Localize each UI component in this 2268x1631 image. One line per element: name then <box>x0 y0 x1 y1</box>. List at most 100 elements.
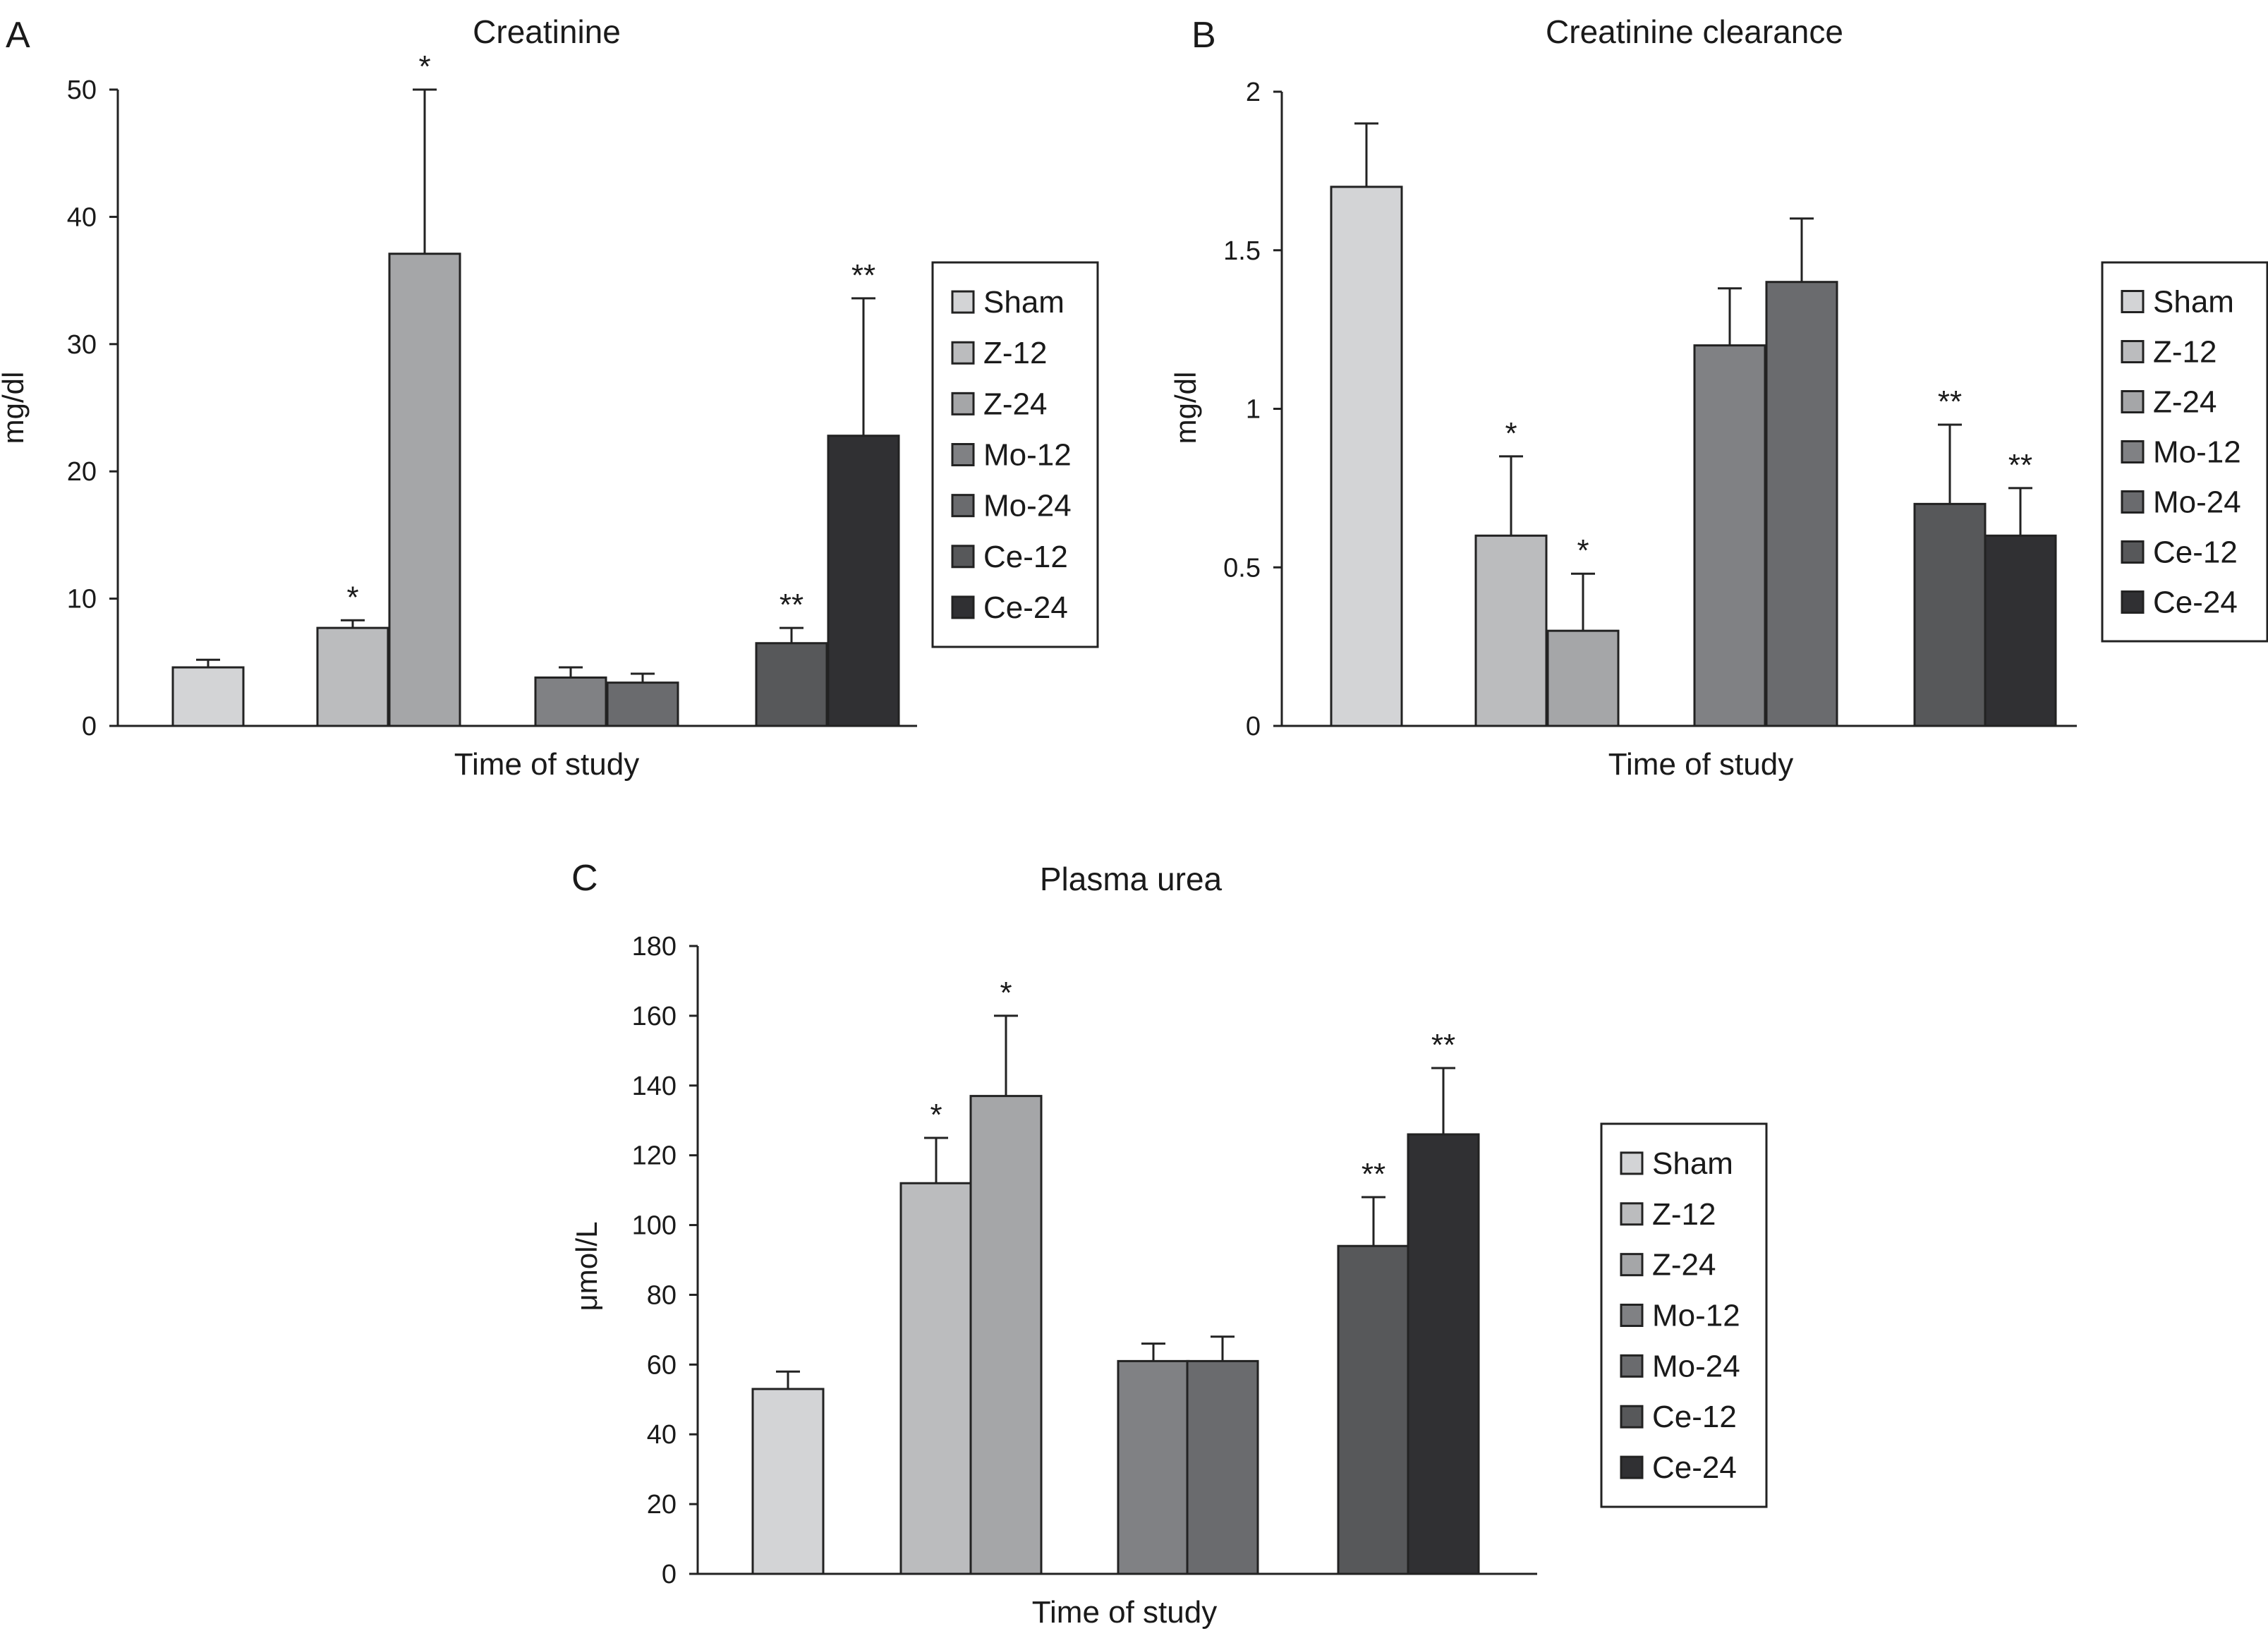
y-tick-label: 0 <box>662 1560 677 1589</box>
y-tick-label: 0 <box>82 712 97 741</box>
y-tick-label: 1 <box>1246 395 1261 425</box>
panel-b: B Creatinine clearance 0 0.5 1 1.5 2 Time of st… <box>1169 13 2268 782</box>
legend-label: Ce-24 <box>1652 1450 1737 1485</box>
bar <box>1407 1133 1480 1575</box>
chart-title: Creatinine clearance <box>1546 13 1843 50</box>
legend-swatch <box>1620 1202 1644 1226</box>
legend-swatch <box>951 494 975 518</box>
bar <box>1693 344 1766 727</box>
legend-label: Z-12 <box>2153 335 2217 370</box>
legend-label: Z-24 <box>983 387 1047 421</box>
significance-marker: * <box>930 1098 942 1132</box>
legend-swatch <box>951 290 975 314</box>
y-tick-label: 1.5 <box>1223 236 1261 266</box>
legend-label: Sham <box>2153 285 2234 320</box>
legend-swatch <box>951 595 975 619</box>
bar <box>827 435 900 727</box>
bar <box>899 1182 973 1575</box>
legend-swatch <box>1620 1354 1644 1378</box>
legend-label: Ce-12 <box>983 540 1068 574</box>
legend-label: Mo-24 <box>1652 1349 1740 1383</box>
significance-marker: ** <box>1362 1157 1385 1192</box>
y-tick-label: 160 <box>632 1002 677 1031</box>
bar <box>171 666 245 727</box>
x-axis-label: Time of study <box>454 747 639 782</box>
significance-marker: ** <box>2008 448 2032 483</box>
x-axis-label: Time of study <box>1032 1595 1217 1630</box>
bar <box>1337 1244 1410 1575</box>
y-tick-label: 60 <box>647 1350 677 1380</box>
significance-marker: ** <box>851 258 875 293</box>
legend-label: Mo-12 <box>2153 435 2241 470</box>
significance-marker: * <box>1505 416 1517 451</box>
bar <box>751 1388 825 1575</box>
bar <box>316 626 389 727</box>
panel-label: B <box>1191 15 1216 56</box>
legend-swatch <box>2121 590 2145 614</box>
bar <box>1765 281 1838 727</box>
bar <box>1186 1359 1259 1575</box>
significance-marker: * <box>1000 976 1012 1010</box>
y-tick-label: 40 <box>647 1420 677 1450</box>
legend-label: Z-12 <box>1652 1197 1716 1232</box>
legend-swatch <box>2121 490 2145 514</box>
significance-marker: ** <box>1938 384 1962 419</box>
bar <box>1913 502 1987 727</box>
significance-marker: * <box>418 49 430 84</box>
bar <box>969 1095 1043 1575</box>
legend-label: Mo-12 <box>1652 1299 1740 1333</box>
y-tick-label: 100 <box>632 1211 677 1241</box>
legend-swatch <box>2121 540 2145 564</box>
y-axis-label: μmol/L <box>570 1222 603 1311</box>
chart-title: Creatinine <box>473 13 621 50</box>
y-tick-label: 20 <box>67 457 97 487</box>
panel-c: C Plasma urea 0 20 40 60 80 100 120 140 160 180 Time… <box>570 858 1768 1630</box>
x-axis-label: Time of study <box>1608 747 1793 782</box>
legend-label: Z-24 <box>2153 385 2217 420</box>
bar <box>1984 534 2057 727</box>
legend-label: Ce-24 <box>2153 586 2238 620</box>
y-tick-label: 30 <box>67 330 97 360</box>
bar <box>534 676 607 727</box>
significance-marker: * <box>346 580 358 614</box>
y-tick-label: 2 <box>1246 78 1261 107</box>
y-tick-label: 0 <box>1246 712 1261 741</box>
bar <box>1474 534 1548 727</box>
legend-label: Z-24 <box>1652 1248 1716 1283</box>
y-tick-label: 20 <box>647 1490 677 1520</box>
panel-label: A <box>6 15 30 56</box>
y-axis-label: mg/dl <box>0 372 30 444</box>
legend-label: Ce-12 <box>2153 535 2238 570</box>
panel-a: A Creatinine 0 10 20 30 40 50 Time of study mg/dl… <box>0 13 1099 782</box>
legend-swatch <box>1620 1151 1644 1175</box>
panel-label: C <box>571 858 598 899</box>
legend-label: Mo-12 <box>983 438 1072 473</box>
legend-swatch <box>2121 390 2145 413</box>
legend-swatch <box>951 392 975 416</box>
legend-swatch <box>1620 1405 1644 1429</box>
legend-label: Z-12 <box>983 336 1047 370</box>
legend-swatch <box>951 341 975 365</box>
chart-title: Plasma urea <box>1040 861 1223 897</box>
bar <box>606 681 679 727</box>
y-tick-label: 140 <box>632 1072 677 1101</box>
legend-label: Mo-24 <box>2153 485 2241 520</box>
bar <box>755 642 828 727</box>
bar <box>1546 629 1620 727</box>
legend-label: Ce-12 <box>1652 1400 1737 1434</box>
legend-label: Sham <box>983 285 1065 320</box>
y-tick-label: 180 <box>632 932 677 962</box>
legend-label: Mo-24 <box>983 489 1072 523</box>
legend-label: Sham <box>1652 1146 1733 1181</box>
legend-swatch <box>1620 1455 1644 1479</box>
bar <box>1117 1359 1190 1575</box>
significance-marker: * <box>1577 533 1589 568</box>
y-tick-label: 10 <box>67 585 97 614</box>
y-tick-label: 40 <box>67 202 97 232</box>
significance-marker: ** <box>780 588 803 622</box>
bar <box>388 253 461 727</box>
legend-swatch <box>1620 1253 1644 1277</box>
y-tick-label: 120 <box>632 1141 677 1171</box>
y-tick-label: 50 <box>67 75 97 105</box>
